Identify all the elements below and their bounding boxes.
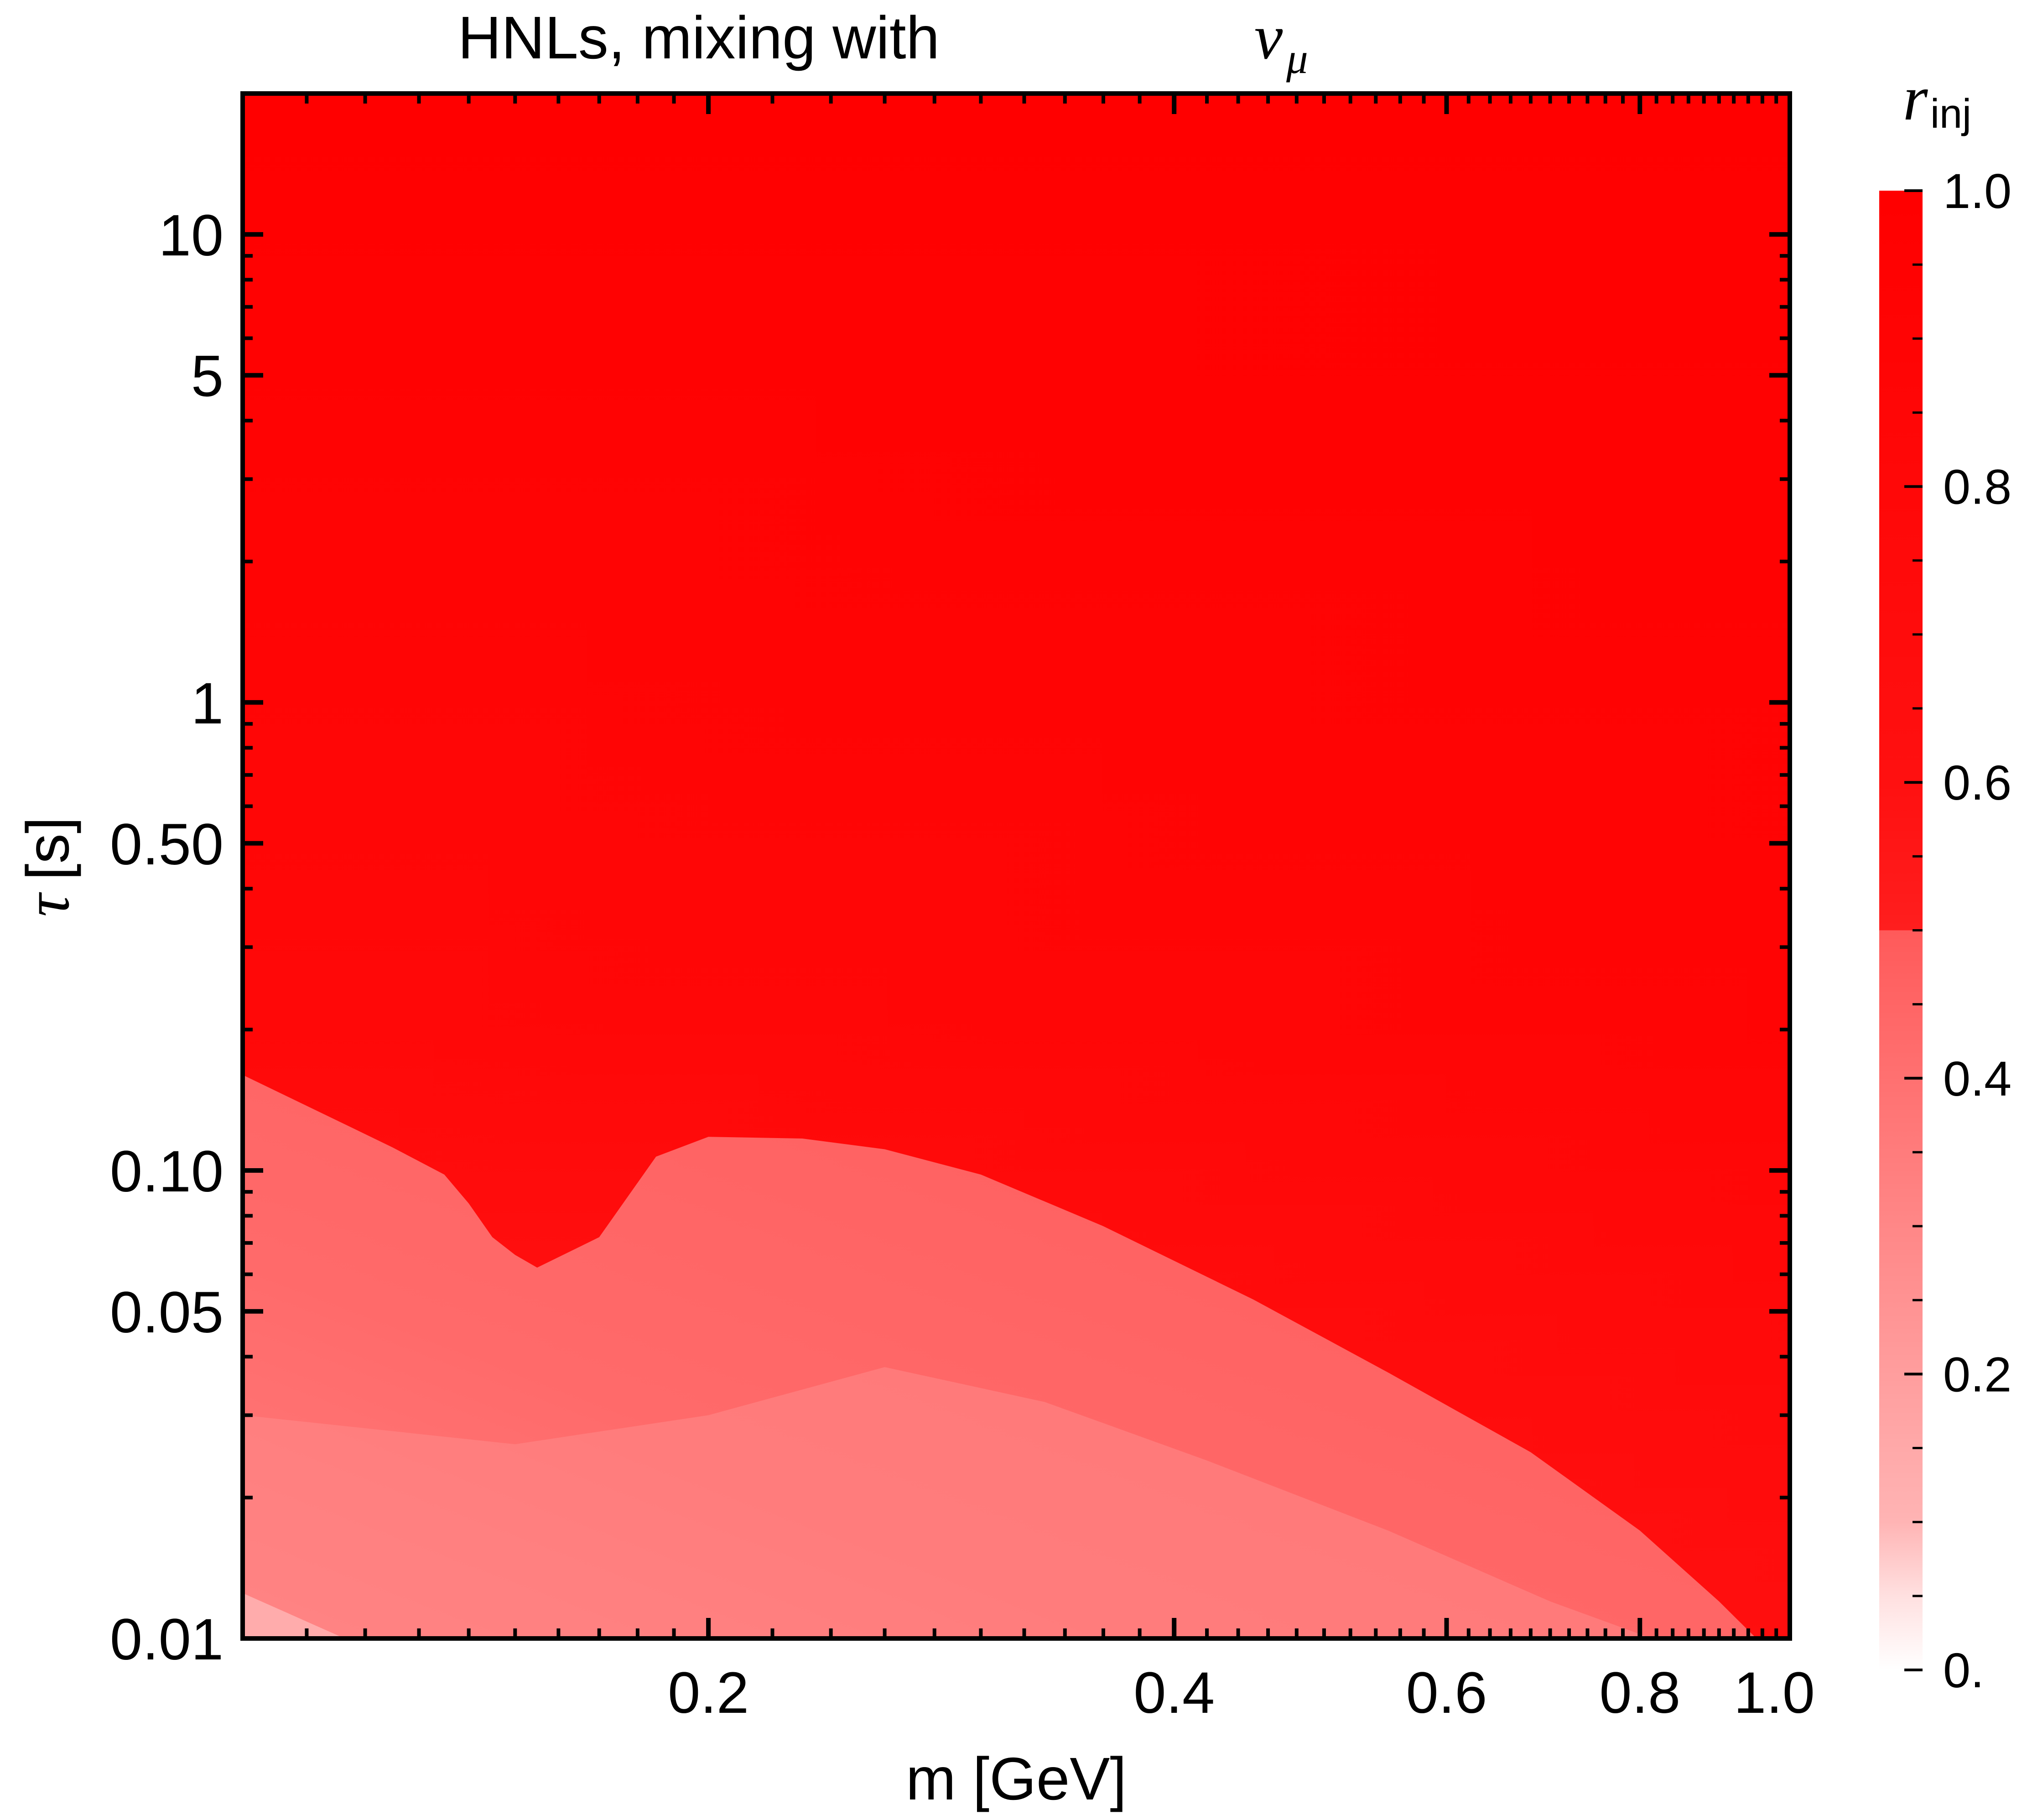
colorbar-tick-label: 0.: [1943, 1643, 1984, 1698]
y-tick-label: 0.50: [110, 812, 223, 877]
colorbar-tick-label: 0.6: [1943, 755, 2011, 810]
x-axis-label: m [GeV]: [906, 1745, 1127, 1812]
colorbar-ticks: 0. 0.2 0.4 0.6 0.8 1.0: [1904, 163, 2011, 1698]
plot-area: [243, 94, 1790, 1638]
colorbar-label: r: [1903, 63, 1928, 134]
y-tick-label: 5: [191, 344, 223, 409]
x-tick-label: 0.2: [668, 1660, 749, 1726]
y-tick-label: 1: [191, 671, 223, 736]
colorbar-tick-label: 1.0: [1943, 163, 2011, 218]
x-tick-label: 0.8: [1599, 1660, 1680, 1726]
contour-region-r-below-0-1: [243, 1593, 345, 1638]
colorbar-tick-label: 0.8: [1943, 459, 2011, 515]
y-tick-label: 0.10: [110, 1139, 223, 1204]
y-axis-label-unit: [s]: [14, 817, 81, 880]
y-axis-label-symbol: τ: [12, 892, 83, 917]
x-tick-label: 0.4: [1133, 1660, 1215, 1726]
x-tick-label: 1.0: [1734, 1660, 1815, 1726]
y-tick-label: 0.05: [110, 1280, 223, 1345]
y-tick-label: 0.01: [110, 1607, 223, 1672]
chart-title-math: ν: [1254, 2, 1283, 73]
y-tick-label: 10: [159, 203, 223, 268]
colorbar: r inj 0. 0.2 0.4 0.6 0.8 1.0: [1879, 63, 2011, 1698]
contour-region-r-below-0-3: [243, 1367, 1652, 1638]
x-axis-ticks: 0.2 0.4 0.6 0.8 1.0: [305, 94, 1815, 1726]
chart-title-math-subscript: μ: [1286, 34, 1308, 83]
colorbar-tick-label: 0.2: [1943, 1347, 2011, 1402]
chart-title: HNLs, mixing with: [458, 4, 940, 71]
colorbar-label-subscript: inj: [1930, 91, 1971, 137]
colorbar-tick-label: 0.4: [1943, 1051, 2011, 1106]
plot-frame: [240, 91, 1792, 1641]
y-axis-ticks: 0.01 0.05 0.10 0.50 1 5 10: [110, 203, 1790, 1672]
y-axis-label: τ [s]: [12, 817, 83, 917]
x-tick-label: 0.6: [1406, 1660, 1487, 1726]
